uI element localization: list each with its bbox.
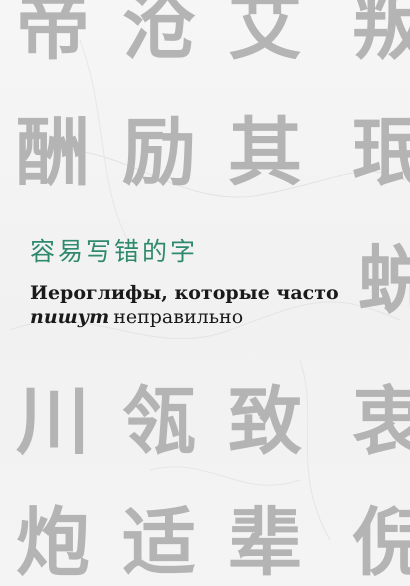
russian-title-line-1: Иероглифы, которые часто: [30, 282, 339, 304]
background-glyph: 辈: [228, 500, 302, 586]
background-glyph: 瓴: [122, 379, 196, 465]
russian-title-line-2: пишут неправильно: [30, 305, 380, 329]
background-glyph: 其: [228, 110, 302, 196]
background-glyph: 炮: [16, 500, 90, 586]
russian-title-rest: неправильно: [113, 306, 244, 328]
background-glyph: 励: [122, 110, 196, 196]
chinese-title: 容易写错的字: [30, 237, 199, 266]
background-glyph: 川: [16, 379, 90, 465]
russian-title-emphasis: пишут: [30, 306, 110, 328]
background-glyph: 沧: [122, 0, 196, 70]
background-glyph: 艾: [228, 0, 302, 70]
background-glyph: 衷: [352, 379, 410, 465]
background-glyph: 蜕: [358, 238, 410, 324]
background-glyph: 叛: [352, 0, 410, 70]
background-glyph: 帝: [16, 0, 90, 70]
background-glyph: 适: [122, 500, 196, 586]
background-glyph: 致: [228, 379, 302, 465]
background-glyph: 倪: [352, 500, 410, 586]
background-glyph: 珉: [352, 110, 410, 196]
background-glyph: 酬: [16, 110, 90, 196]
title-block: 容易写错的字 Иероглифы, которые часто пишут неп…: [30, 237, 380, 329]
